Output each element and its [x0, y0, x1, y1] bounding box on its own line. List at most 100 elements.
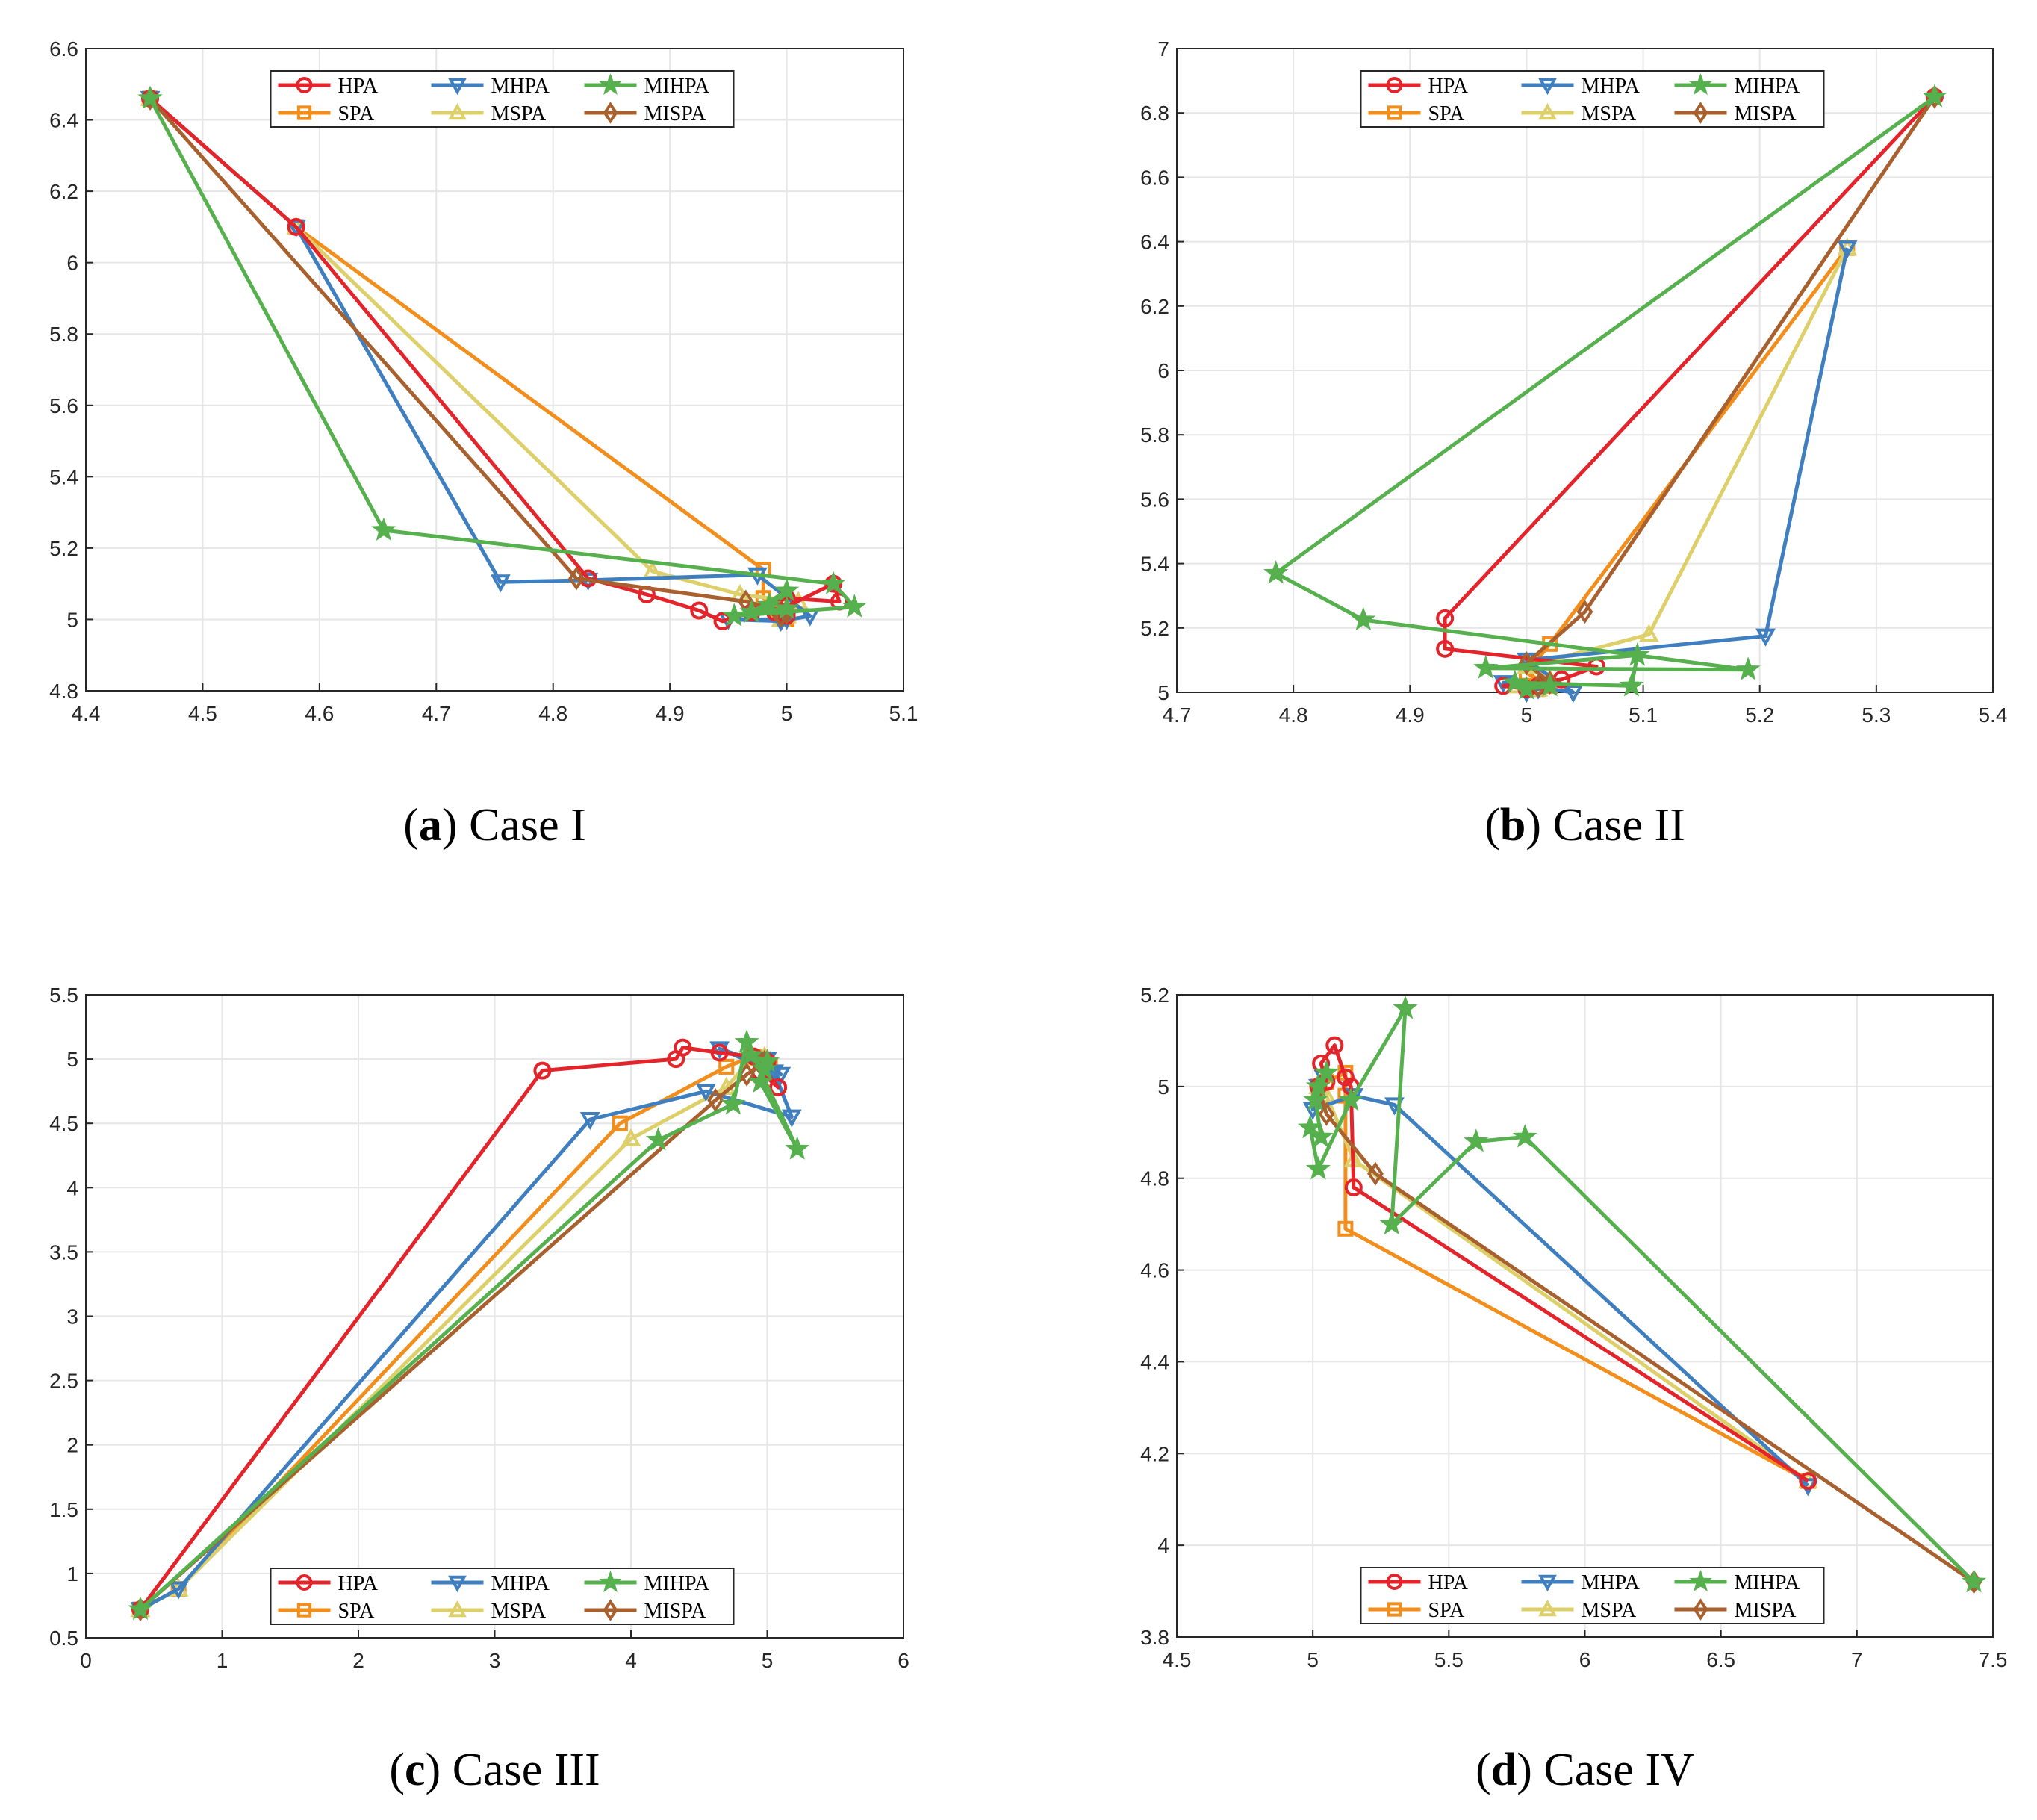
- data-point-spa: [1337, 1220, 1354, 1237]
- data-point-mihpa: [1514, 676, 1539, 700]
- series-mihpa: [128, 1029, 810, 1621]
- legend-entry-mihpa: MIHPA: [584, 1571, 710, 1595]
- data-point-mihpa: [821, 571, 846, 594]
- data-point-mihpa: [738, 1042, 764, 1066]
- legend-label: MISPA: [1735, 1599, 1797, 1622]
- y-tick-label: 7: [1157, 37, 1169, 60]
- legend-entry-mhpa: MHPA: [1521, 75, 1641, 98]
- x-tick-label: 4.4: [72, 702, 101, 725]
- y-tick-label: 6: [1157, 359, 1169, 382]
- y-tick-label: 1.5: [49, 1498, 78, 1521]
- y-tick-label: 2.5: [49, 1370, 78, 1393]
- legend-marker-spa: [296, 1603, 312, 1618]
- data-point-spa: [612, 1115, 628, 1131]
- data-point-mispa: [568, 566, 585, 591]
- y-tick-label: 5.4: [1140, 553, 1169, 576]
- legend-label: SPA: [338, 102, 376, 125]
- legend-label: SPA: [1428, 1599, 1466, 1622]
- legend-marker-mihpa: [1689, 1570, 1712, 1591]
- legend: HPA MHPA MIHPA SPA MSPA MISPA: [1360, 70, 1825, 128]
- y-tick-label: 2: [66, 1434, 78, 1457]
- caption-label: a: [419, 800, 442, 851]
- x-tick-label: 6: [1579, 1648, 1591, 1671]
- y-tick-label: 0.5: [49, 1627, 78, 1650]
- series-mihpa: [1297, 995, 1987, 1593]
- data-point-mihpa: [1305, 1073, 1331, 1097]
- legend-entry-mihpa: MIHPA: [1674, 1570, 1800, 1594]
- caption-open-paren: (: [389, 1745, 405, 1795]
- caption-open-paren: (: [1484, 800, 1500, 851]
- y-tick-label: 6.4: [49, 109, 78, 132]
- chart-panel-b: 4.7 4.8 4.9 5 5.1 5.2 5.3 5.4 5 5.2 5.4 5.6 5.8 6 6.2 6…: [1140, 37, 2007, 851]
- legend-entry-mispa: MISPA: [584, 1599, 707, 1623]
- data-point-mihpa: [734, 1029, 759, 1053]
- data-point-mihpa: [1305, 1155, 1331, 1180]
- x-tick-label: 5.3: [1862, 704, 1891, 727]
- data-point-mhpa: [1837, 240, 1858, 259]
- legend-box: [270, 1568, 735, 1625]
- legend-label: MHPA: [1582, 75, 1641, 98]
- panel-caption: (a) Case I: [403, 800, 585, 851]
- legend-marker-mihpa: [599, 73, 622, 95]
- data-point-hpa: [1799, 1472, 1817, 1491]
- x-tick-label: 5.1: [1629, 704, 1658, 727]
- legend-entry-hpa: HPA: [1368, 1571, 1469, 1594]
- y-tick-label: 6.2: [1140, 295, 1169, 318]
- data-point-mihpa: [1922, 84, 1947, 108]
- data-point-mhpa: [1493, 675, 1514, 694]
- data-point-mihpa: [1735, 656, 1761, 680]
- data-point-mihpa: [774, 595, 800, 620]
- x-tick-label: 4.8: [538, 702, 567, 725]
- data-point-mihpa: [842, 594, 867, 618]
- legend-marker-spa: [296, 105, 312, 120]
- data-point-hpa: [674, 1038, 692, 1057]
- y-tick-label: 5.2: [1140, 984, 1169, 1007]
- x-tick-label: 4.8: [1279, 704, 1308, 727]
- data-point-mihpa: [1512, 1123, 1537, 1148]
- x-tick-label: 5: [1307, 1648, 1319, 1671]
- legend-entry-mspa: MSPA: [431, 102, 547, 125]
- y-tick-label: 6.8: [1140, 102, 1169, 125]
- legend-entry-mispa: MISPA: [1674, 1598, 1797, 1622]
- data-point-mhpa: [168, 1581, 189, 1600]
- x-tick-label: 2: [352, 1649, 364, 1672]
- legend-marker-mispa: [1693, 1598, 1708, 1621]
- y-tick-label: 4: [1157, 1534, 1169, 1557]
- caption-open-paren: (: [403, 800, 419, 851]
- legend-box: [1360, 70, 1825, 128]
- legend-label: MSPA: [491, 1600, 547, 1623]
- data-point-hpa: [690, 601, 709, 620]
- legend-label: MIHPA: [644, 1572, 710, 1595]
- x-tick-label: 5: [1521, 704, 1533, 727]
- legend-label: MISPA: [644, 1600, 707, 1623]
- x-tick-label: 4.9: [1396, 704, 1425, 727]
- x-tick-label: 5.1: [889, 702, 918, 725]
- legend-label: SPA: [338, 1600, 376, 1623]
- x-tick-label: 0: [80, 1649, 92, 1672]
- x-tick-label: 4: [625, 1649, 637, 1672]
- y-tick-label: 5.4: [49, 465, 78, 488]
- data-point-hpa: [710, 1043, 729, 1062]
- x-tick-label: 4.9: [656, 702, 685, 725]
- legend-marker-spa: [1387, 105, 1402, 120]
- x-tick-label: 5.5: [1434, 1648, 1464, 1671]
- caption-close-paren: ): [1526, 800, 1552, 851]
- legend-entry-mihpa: MIHPA: [1674, 73, 1800, 98]
- legend-label: MIHPA: [644, 75, 710, 98]
- data-point-mispa: [1576, 600, 1593, 624]
- y-tick-label: 1: [66, 1562, 78, 1585]
- axes-box: [85, 48, 904, 692]
- y-tick-label: 5.5: [49, 984, 78, 1007]
- legend-marker-mhpa: [448, 78, 467, 96]
- chart-panel-c: 0 1 2 3 4 5 6 0.5 1 1.5 2 2.5 3 3.5 4 4.5 5 5.5 HPA MHPA MIH…: [49, 984, 909, 1795]
- data-point-mhpa: [695, 1084, 716, 1102]
- y-tick-label: 4.5: [49, 1112, 78, 1135]
- data-point-hpa: [1436, 609, 1455, 627]
- x-tick-label: 5.4: [1979, 704, 2008, 727]
- data-point-mihpa: [137, 85, 163, 109]
- legend-marker-mspa: [1538, 102, 1557, 120]
- legend-marker-hpa: [1386, 1574, 1403, 1590]
- data-point-mihpa: [1473, 655, 1499, 679]
- caption-label: c: [405, 1745, 426, 1795]
- data-point-hpa: [1344, 1178, 1363, 1196]
